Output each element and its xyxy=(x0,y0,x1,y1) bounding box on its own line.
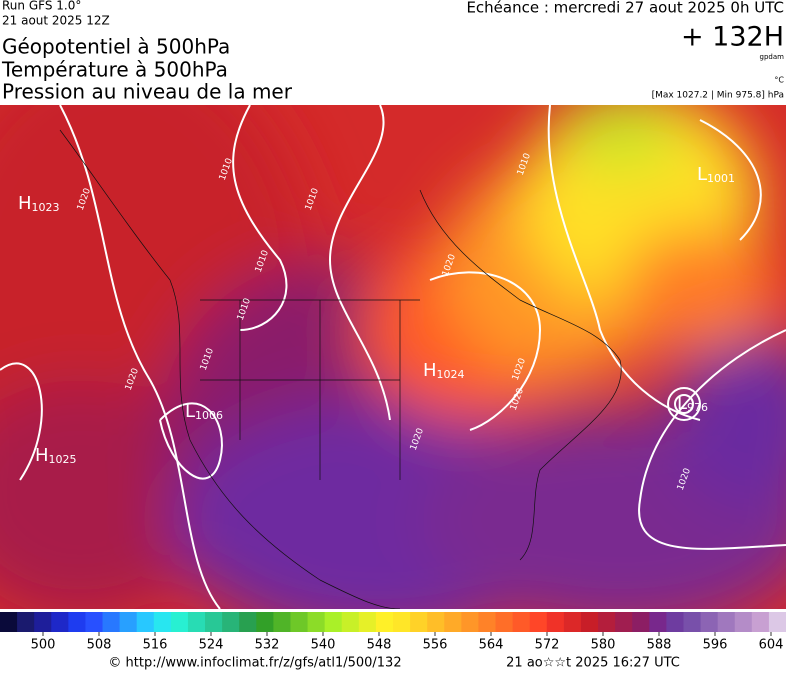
colorbar-label: 580 xyxy=(591,638,616,653)
colorbar-swatch xyxy=(546,612,565,632)
pressure-center: L976 xyxy=(677,393,708,414)
colorbar-label: 540 xyxy=(311,638,336,653)
colorbar-label: 516 xyxy=(143,638,168,653)
colorbar-swatch xyxy=(119,612,138,632)
pressure-center: L1001 xyxy=(697,164,735,185)
pressure-center: H1025 xyxy=(35,445,77,466)
colorbar-swatch xyxy=(666,612,684,632)
colorbar-swatch xyxy=(563,612,582,632)
colorbar-swatch xyxy=(136,612,155,632)
colorbar-swatch xyxy=(393,612,411,632)
colorbar-label: 604 xyxy=(759,638,784,653)
colorbar-swatch xyxy=(615,612,633,632)
colorbar-swatch xyxy=(768,612,786,632)
colorbar-label: 564 xyxy=(479,638,504,653)
colorbar-swatch xyxy=(51,612,69,632)
center-value: 1023 xyxy=(32,201,60,214)
run-date: 21 aout 2025 12Z xyxy=(2,14,110,28)
colorbar-label: 508 xyxy=(87,638,112,653)
colorbar-swatch xyxy=(649,612,667,632)
center-letter: H xyxy=(18,193,32,214)
colorbar-swatch xyxy=(632,612,650,632)
colorbar-swatch xyxy=(495,612,514,632)
colorbar-swatch xyxy=(17,612,35,632)
colorbar-swatch xyxy=(341,612,360,632)
colorbar-swatch xyxy=(0,612,18,632)
center-letter: H xyxy=(423,360,437,381)
center-value: 1001 xyxy=(707,172,735,185)
unit: °C xyxy=(774,76,784,85)
extremes: [Max 1027.2 | Min 975.8] hPa xyxy=(652,91,784,101)
colorbar-swatch xyxy=(68,612,86,632)
colorbar-swatch xyxy=(529,612,548,632)
colorbar-swatch xyxy=(512,612,531,632)
colorbar-label: 532 xyxy=(255,638,280,653)
title: Géopotentiel à 500hPa xyxy=(2,35,230,59)
center-letter: H xyxy=(35,445,49,466)
center-letter: L xyxy=(677,393,687,414)
unit: gpdam xyxy=(760,53,785,61)
colorbar-swatch xyxy=(478,612,497,632)
colorbar-label: 596 xyxy=(703,638,728,653)
colorbar-label: 588 xyxy=(647,638,672,653)
colorbar: 500 508 516 524 532 540 548 556 564 572 580 588 596 6… xyxy=(0,612,786,653)
source-url: © http://www.infoclimat.fr/z/gfs/atl1/50… xyxy=(108,656,401,671)
colorbar-swatch xyxy=(375,612,394,632)
colorbar-swatch xyxy=(598,612,616,632)
colorbar-swatch xyxy=(290,612,309,632)
colorbar-swatch xyxy=(153,612,172,632)
run: Run GFS 1.0° xyxy=(2,0,81,13)
colorbar-swatch xyxy=(187,612,206,632)
colorbar-swatch xyxy=(410,612,428,632)
colorbar-swatch xyxy=(222,612,240,632)
colorbar-label: 548 xyxy=(367,638,392,653)
colorbar-swatch xyxy=(273,612,291,632)
colorbar-swatch xyxy=(461,612,479,632)
colorbar-label: 572 xyxy=(535,638,560,653)
colorbar-label: 556 xyxy=(423,638,448,653)
center-value: 1025 xyxy=(49,453,77,466)
colorbar-swatch xyxy=(717,612,736,632)
pressure-center: H1023 xyxy=(18,193,60,214)
colorbar-swatch xyxy=(85,612,104,632)
colorbar-swatch xyxy=(700,612,719,632)
center-value: 1024 xyxy=(437,368,465,381)
colorbar-swatch xyxy=(324,612,343,632)
colorbar-swatch xyxy=(205,612,223,632)
isobars xyxy=(0,105,786,609)
colorbar-swatch xyxy=(444,612,462,632)
colorbar-swatch xyxy=(239,612,257,632)
pressure-center: L1006 xyxy=(185,401,223,422)
title: Température à 500hPa xyxy=(1,58,228,82)
colorbar-swatch xyxy=(170,612,189,632)
colorbar-swatch xyxy=(683,612,702,632)
colorbar-swatch xyxy=(256,612,274,632)
generated: 21 ao☆☆t 2025 16:27 UTC xyxy=(506,656,680,671)
lead-time: + 132H xyxy=(681,22,784,53)
colorbar-label: 524 xyxy=(199,638,224,653)
colorbar-swatch xyxy=(427,612,445,632)
colorbar-swatch xyxy=(751,612,770,632)
colorbar-label: 500 xyxy=(31,638,56,653)
center-letter: L xyxy=(697,164,707,185)
colorbar-swatch xyxy=(102,612,121,632)
center-value: 976 xyxy=(687,401,708,414)
colorbar-swatch xyxy=(34,612,52,632)
center-value: 1006 xyxy=(195,409,223,422)
pressure-center: H1024 xyxy=(423,360,465,381)
colorbar-swatch xyxy=(307,612,326,632)
colorbar-swatch xyxy=(580,612,599,632)
colorbar-swatch xyxy=(734,612,753,632)
echeance: Echéance : mercredi 27 aout 2025 0h UTC xyxy=(466,0,784,17)
colorbar-swatch xyxy=(358,612,377,632)
center-letter: L xyxy=(185,401,195,422)
title: Pression au niveau de la mer xyxy=(2,80,293,104)
coastlines xyxy=(59,129,622,609)
